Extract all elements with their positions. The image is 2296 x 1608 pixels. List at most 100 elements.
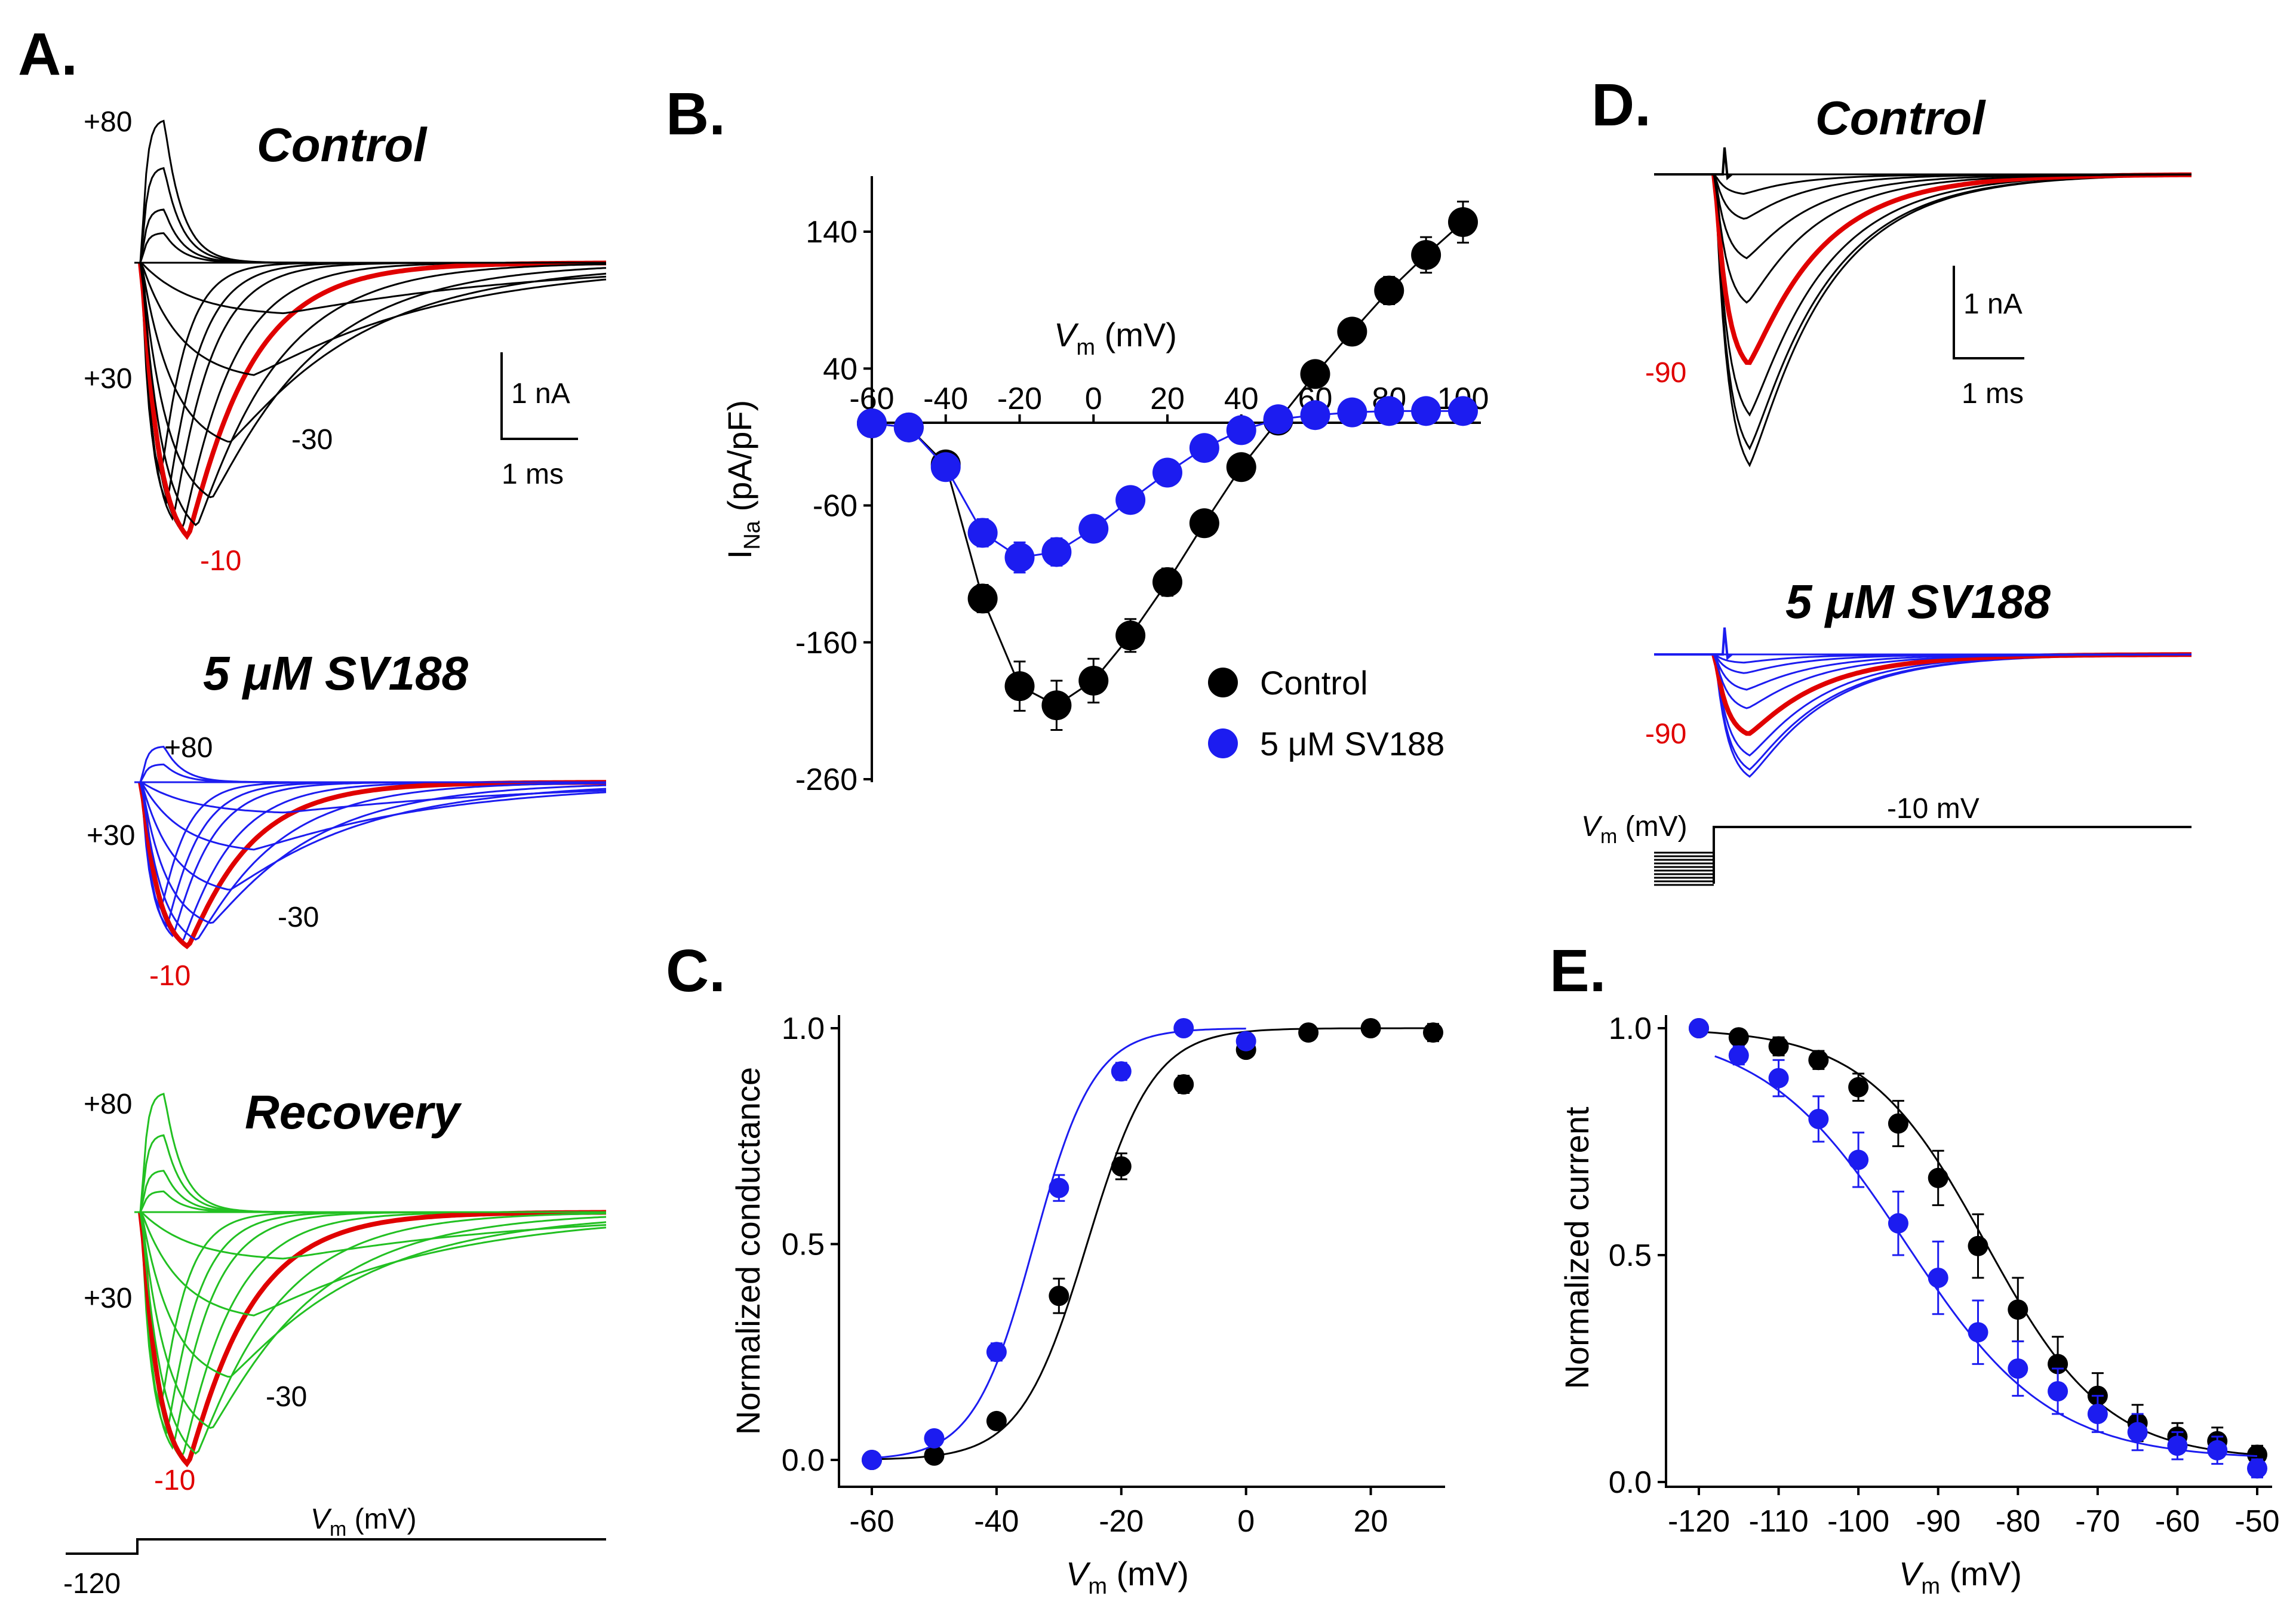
e-xlabel-unit: (mV) [1940,1555,2022,1592]
panel-label-e: E. [1550,937,1606,1004]
data-point [1728,1045,1749,1066]
data-point [2247,1458,2267,1479]
e-x-ticks: -120 -110 -100 -90 -80 -70 -60 -50 [1668,1487,2280,1539]
current-trace [139,1212,607,1429]
data-point [1078,514,1109,544]
panel-a: Control 5 μM SV188 Recovery +80 +30 -30 … [63,106,607,1600]
data-point [1448,207,1478,237]
b-y-ticks: -260 -160 -60 40 140 [795,215,872,797]
y-tick-label: 0.5 [782,1228,825,1262]
data-point [1848,1149,1869,1170]
data-point [986,1410,1007,1431]
y-tick-label: 40 [823,352,857,386]
panel-d: Control 5 μM SV188 -90 -90 1 nA 1 ms Vm … [1581,91,2192,886]
current-trace [139,782,607,924]
data-point [857,408,887,438]
capacitive-spike [1654,627,1733,661]
legend-label-sv188: 5 μM SV188 [1260,725,1444,763]
x-tick-label: -100 [1827,1504,1889,1539]
panel-label-c: C. [666,937,726,1004]
protocol-step-label: -10 mV [1887,793,1980,825]
data-point [1078,665,1109,696]
x-tick-label: -40 [923,382,968,416]
protocol-vm-sub: m [330,1518,346,1541]
c-xlabel-unit: (mV) [1107,1555,1189,1592]
label-plus80: +80 [84,1089,132,1120]
legend-label-control: Control [1260,664,1368,702]
b-ylabel-sub: Na [740,520,765,549]
data-point [1226,415,1256,445]
legend-marker-sv188 [1208,728,1238,758]
x-tick-label: -80 [1996,1504,2040,1539]
current-trace [139,1212,607,1378]
x-tick-label: -20 [1099,1504,1144,1539]
y-tick-label: 140 [806,215,857,250]
e-axes [1665,1015,2272,1488]
data-point [2087,1404,2108,1424]
voltage-protocol [66,1538,606,1555]
current-trace [139,781,607,851]
e-y-axis-label: Normalized current [1558,1106,1596,1389]
x-tick-label: -20 [997,382,1042,416]
data-point [2008,1299,2028,1320]
y-tick-label: 1.0 [1609,1011,1652,1046]
x-tick-label: 40 [1224,382,1259,416]
scale-bar [500,352,578,440]
b-y-axis-label: INa (pA/pF) [721,400,765,559]
panel-e: 0.0 0.5 1.0 -120 -110 -100 -90 -80 -70 -60 -50 Vm… [1558,1011,2280,1599]
c-y-ticks: 0.0 0.5 1.0 [782,1011,839,1478]
fit-curve [871,1028,1246,1459]
b-xlabel-sub: m [1076,335,1095,360]
x-tick-label: 0 [1085,382,1102,416]
data-point [862,1450,882,1470]
data-point [1337,397,1367,428]
y-tick-label: -160 [795,626,857,660]
scale-bar [1953,266,2024,359]
label-plus30: +30 [84,363,132,395]
data-point [1298,1022,1319,1043]
data-point [1041,537,1072,567]
data-point [1263,404,1293,435]
scale-bar-time: 1 ms [1962,378,2024,410]
scale-bar-current: 1 nA [1963,288,2023,320]
e-xlabel-v: V [1899,1555,1924,1592]
label-minus30: -30 [266,1381,307,1413]
current-trace [1713,654,2192,778]
scale-bar-time: 1 ms [502,459,564,490]
data-point [1049,1286,1069,1306]
data-point [1689,1018,1709,1038]
data-point [1848,1077,1869,1097]
data-point [1300,359,1330,389]
data-point [1115,620,1146,651]
data-point [1968,1322,1988,1343]
scale-bar-current: 1 nA [511,378,570,410]
x-tick-label: -40 [974,1504,1019,1539]
data-point [1115,485,1146,515]
x-tick-label: 20 [1354,1504,1388,1539]
current-trace [1713,654,2192,771]
x-tick-label: 20 [1150,382,1185,416]
current-trace [139,1211,606,1409]
panel-d-sv188-title: 5 μM SV188 [1785,575,2051,628]
panel-label-d: D. [1591,72,1651,139]
fit-curve [871,1027,1433,1461]
data-point [1173,1074,1194,1094]
protocol-vm-v: V [1581,811,1603,843]
panel-d-sv188-traces [1654,627,2192,778]
highlight-trace [138,260,607,540]
current-trace [139,782,607,891]
test-pulse [1713,826,2192,884]
y-tick-label: -60 [813,489,857,524]
capacitive-spike [1654,147,1733,181]
data-point [1374,275,1404,306]
fit-curve [1714,1055,2258,1458]
current-trace [1713,653,2192,709]
current-trace [139,262,606,477]
y-tick-label: 0.0 [782,1443,825,1478]
data-point [1152,567,1182,597]
current-trace [139,1212,607,1455]
e-series [1689,1018,2267,1479]
c-xlabel-v: V [1066,1555,1091,1592]
data-point [1768,1068,1789,1089]
